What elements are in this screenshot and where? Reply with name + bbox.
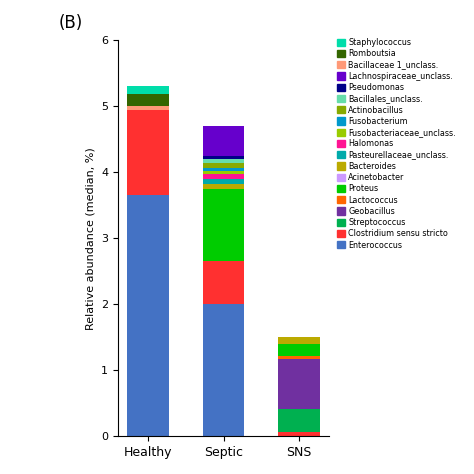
Bar	[203, 163, 244, 168]
Bar	[203, 304, 244, 436]
Bar	[203, 174, 244, 179]
Legend: Staphylococcus, Romboutsia, Bacillaceae 1_unclass., Lachnospiraceae_unclass., Ps: Staphylococcus, Romboutsia, Bacillaceae …	[335, 36, 457, 251]
Bar	[203, 126, 244, 156]
Bar	[203, 183, 244, 189]
Bar	[278, 359, 319, 409]
Bar	[203, 261, 244, 304]
Bar	[128, 94, 169, 106]
Bar	[278, 432, 319, 436]
Y-axis label: Relative abundance (median, %): Relative abundance (median, %)	[85, 147, 95, 329]
Bar	[203, 168, 244, 171]
Bar	[203, 179, 244, 183]
Bar	[278, 337, 319, 344]
Bar	[128, 195, 169, 436]
Bar	[128, 109, 169, 195]
Bar	[278, 344, 319, 356]
Bar	[203, 189, 244, 261]
Bar	[203, 156, 244, 159]
Bar	[203, 171, 244, 174]
Bar	[203, 159, 244, 163]
Text: (B): (B)	[59, 14, 83, 32]
Bar	[128, 106, 169, 109]
Bar	[278, 409, 319, 432]
Bar	[128, 86, 169, 94]
Bar	[278, 356, 319, 359]
